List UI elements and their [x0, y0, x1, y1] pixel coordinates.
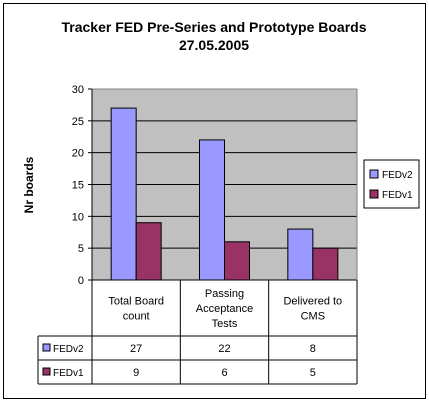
y-tick-label: 0	[78, 275, 84, 287]
y-tick-label: 25	[72, 116, 84, 128]
legend-label-FEDv1: FEDv1	[382, 190, 413, 201]
table-value-FEDv1-1: 6	[221, 367, 227, 379]
y-tick-label: 30	[72, 84, 84, 96]
y-tick-label: 15	[72, 180, 84, 192]
chart-subtitle: 27.05.2005	[179, 37, 249, 53]
bar-FEDv2-1	[199, 139, 225, 281]
bar-FEDv1-0	[135, 222, 162, 281]
legend-label-FEDv2: FEDv2	[382, 170, 413, 181]
bar-FEDv1-2	[312, 247, 339, 281]
bar-FEDv2-0	[110, 107, 137, 281]
category-label-2: Delivered to CMS	[283, 296, 342, 323]
bar-FEDv2-2	[287, 228, 314, 281]
table-series-label-FEDv2: FEDv2	[53, 344, 84, 355]
y-tick-label: 5	[78, 243, 84, 255]
table-series-label-FEDv1: FEDv1	[53, 368, 84, 379]
table-value-FEDv1-2: 5	[310, 367, 316, 379]
y-tick-label: 20	[72, 148, 84, 160]
y-tick-label: 10	[72, 211, 84, 223]
table-value-FEDv2-2: 8	[310, 343, 316, 355]
plot-area: 0 5 10 15 20 25 30	[72, 84, 358, 287]
chart-title: Tracker FED Pre-Series and Prototype Boa…	[62, 19, 367, 35]
legend-key-FEDv1	[369, 189, 379, 199]
table-value-FEDv2-1: 22	[218, 343, 230, 355]
table-value-FEDv1-0: 9	[133, 367, 139, 379]
table-value-FEDv2-0: 27	[130, 343, 142, 355]
legend-key-FEDv2	[369, 169, 379, 179]
category-label-0: Total Board count	[108, 296, 164, 323]
legend: FEDv2 FEDv1	[363, 159, 420, 209]
data-table: Total Board count Passing Acceptance Tests De…	[37, 280, 358, 385]
y-axis-label: Nr boards	[22, 156, 36, 213]
table-legend-key-FEDv1	[42, 367, 51, 376]
table-legend-key-FEDv2	[42, 343, 51, 352]
category-label-1: Passing Acceptance Tests	[196, 288, 253, 330]
bar-FEDv1-1	[224, 241, 250, 281]
legend-box	[363, 159, 420, 209]
